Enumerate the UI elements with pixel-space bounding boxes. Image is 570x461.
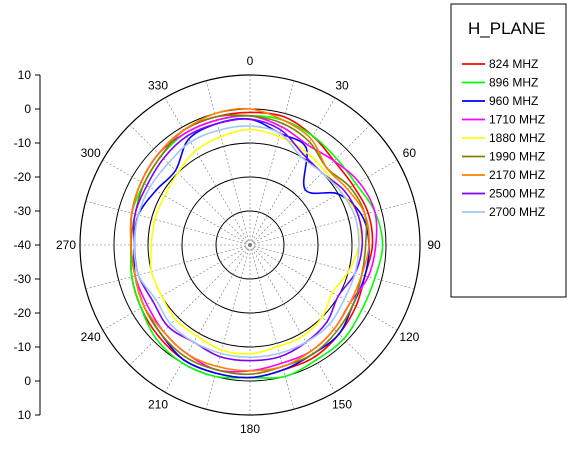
legend: H_PLANE 824 MHZ 896 MHZ 960 MHZ 1710 MHZ 188…: [450, 3, 567, 298]
angle-label: 30: [335, 79, 349, 93]
angle-label: 180: [240, 422, 260, 436]
grid-spoke: [85, 200, 251, 246]
angle-axis: 0 30 60 90 120 150 180 210 240 270 300 330: [56, 54, 441, 436]
angle-label: 60: [403, 146, 417, 160]
legend-label: 896 MHZ: [489, 76, 538, 90]
series-line-960-mhz: [133, 117, 370, 379]
radial-tick-label: -20: [14, 170, 32, 184]
grid-spoke: [164, 244, 251, 393]
angle-label: 240: [81, 330, 101, 344]
grid-spoke: [249, 124, 371, 246]
legend-title: H_PLANE: [468, 19, 545, 38]
radial-tick-label: 0: [24, 102, 31, 116]
radial-tick-label: -40: [14, 238, 32, 252]
grid-spoke: [249, 244, 415, 290]
grid-spoke: [129, 124, 251, 246]
grid-spoke: [249, 159, 398, 246]
grid-spoke: [249, 200, 415, 246]
legend-box: [450, 3, 567, 298]
grid-spoke: [249, 80, 295, 246]
radial-tick-label: -30: [14, 204, 32, 218]
radial-tick-label: -10: [14, 136, 32, 150]
polar-grid: [79, 74, 421, 416]
grid-spoke: [249, 244, 371, 366]
legend-label: 1990 MHZ: [489, 150, 545, 164]
radial-tick-label: 10: [18, 68, 32, 82]
legend-label: 2170 MHZ: [489, 168, 545, 182]
legend-label: 1710 MHZ: [489, 113, 545, 127]
angle-label: 150: [332, 397, 352, 411]
angle-label: 330: [148, 79, 168, 93]
series-line-2500-mhz: [132, 118, 364, 362]
angle-label: 90: [427, 238, 441, 252]
grid-spoke: [249, 244, 295, 410]
series-line-2170-mhz: [129, 107, 370, 372]
legend-label: 1880 MHZ: [489, 131, 545, 145]
grid-spoke: [249, 97, 336, 246]
angle-label: 300: [81, 146, 101, 160]
series-line-2700-mhz: [133, 125, 360, 359]
angle-label: 120: [399, 330, 419, 344]
grid-spoke: [164, 97, 251, 246]
series-line-896-mhz: [129, 114, 384, 379]
radial-tick-label: 10: [18, 408, 32, 422]
legend-label: 2700 MHZ: [489, 205, 545, 219]
grid-spoke: [205, 244, 251, 410]
radial-tick-label: -20: [14, 306, 32, 320]
grid-spoke: [205, 80, 251, 246]
grid-spoke: [129, 244, 251, 366]
grid-spoke: [102, 244, 251, 331]
radial-axis: 10 0 -10 -20 -30 -40 -30 -20 -10 0 10: [14, 68, 41, 422]
legend-label: 824 MHZ: [489, 57, 538, 71]
grid-spoke: [85, 244, 251, 290]
radial-tick-label: 0: [24, 374, 31, 388]
grid-spoke: [102, 159, 251, 246]
grid-spoke: [249, 244, 336, 393]
radial-tick-label: -10: [14, 340, 32, 354]
angle-label: 210: [148, 397, 168, 411]
legend-items: 824 MHZ 896 MHZ 960 MHZ 1710 MHZ 1880 MHZ 199…: [462, 57, 545, 219]
angle-label: 0: [247, 54, 254, 68]
series-line-1990-mhz: [130, 114, 368, 376]
legend-label: 960 MHZ: [489, 94, 538, 108]
legend-label: 2500 MHZ: [489, 187, 545, 201]
grid-spoke: [249, 244, 398, 331]
radial-tick-label: -30: [14, 272, 32, 286]
angle-label: 270: [56, 238, 76, 252]
series-lines: [129, 107, 384, 379]
